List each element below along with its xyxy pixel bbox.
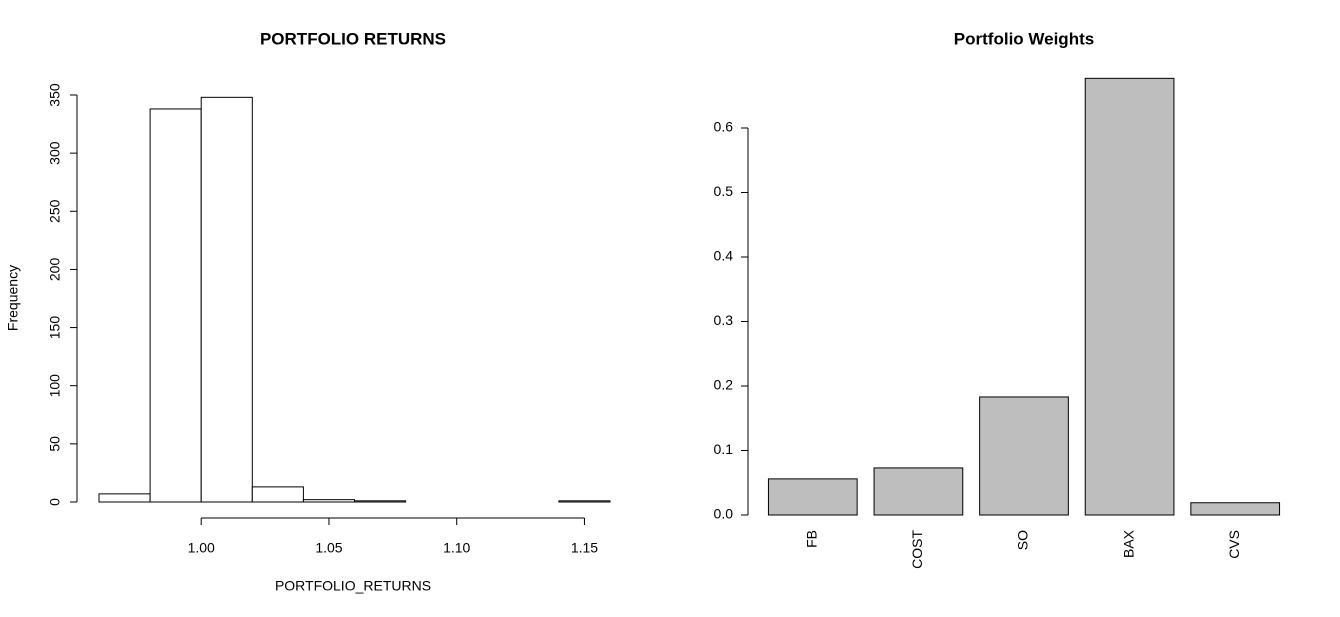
bar (979, 396, 1069, 516)
bar (1084, 77, 1175, 516)
y-tick-label: 250 (47, 199, 63, 223)
bar (558, 500, 611, 503)
x-tick-label: 1.15 (571, 540, 598, 556)
y-tick-label: 150 (47, 316, 63, 340)
y-tick-label: 200 (47, 258, 63, 282)
x-tick-label: FB (804, 530, 820, 548)
x-tick-label: 1.10 (443, 540, 470, 556)
y-tick-label: 100 (47, 374, 63, 398)
y-tick-label: 50 (47, 436, 63, 452)
bar (149, 108, 202, 503)
y-tick-label: 350 (47, 83, 63, 107)
bar (200, 96, 253, 503)
y-tick-label: 0 (47, 498, 63, 506)
x-tick-label: 1.05 (315, 540, 342, 556)
bar (251, 486, 304, 503)
chart-title: PORTFOLIO RETURNS (260, 29, 446, 48)
x-tick-label: 1.00 (188, 540, 215, 556)
y-tick-label: 0.4 (714, 248, 734, 264)
y-tick-label: 0.3 (714, 312, 734, 328)
y-axis-label: Frequency (5, 265, 21, 331)
x-axis-label: PORTFOLIO_RETURNS (275, 578, 431, 594)
bar (873, 467, 964, 516)
x-tick-label: SO (1015, 530, 1031, 550)
bar (98, 493, 151, 503)
y-tick-label: 0.0 (714, 506, 734, 522)
bar (302, 499, 355, 503)
x-tick-label: CVS (1226, 530, 1242, 559)
chart-title: Portfolio Weights (954, 29, 1094, 48)
y-tick-label: 0.5 (714, 183, 734, 199)
bar (1190, 502, 1281, 516)
y-tick-label: 0.2 (714, 377, 734, 393)
bar (354, 500, 407, 503)
y-tick-label: 0.6 (714, 119, 734, 135)
y-tick-label: 300 (47, 141, 63, 165)
x-tick-label: COST (909, 530, 925, 569)
y-tick-label: 0.1 (714, 441, 734, 457)
x-tick-label: BAX (1120, 529, 1136, 558)
bar (767, 478, 858, 516)
